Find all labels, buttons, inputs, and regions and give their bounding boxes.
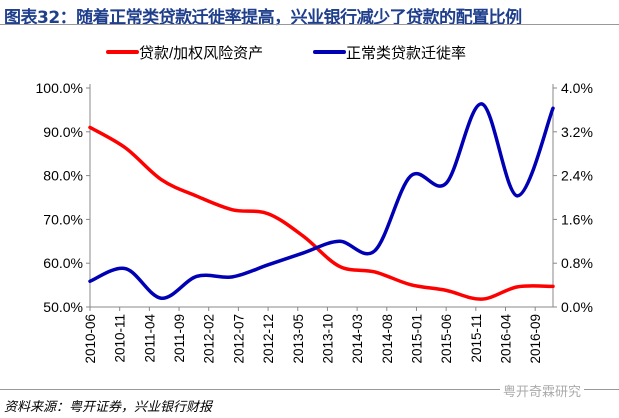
- x-tick-label: 2010-11: [113, 314, 128, 363]
- footer-divider: [0, 389, 619, 390]
- x-tick-label: 2011-09: [172, 314, 187, 363]
- x-tick-label: 2011-04: [142, 314, 157, 363]
- x-tick-label: 2014-03: [350, 314, 365, 364]
- x-tick-label: 2015-06: [439, 314, 454, 364]
- watermark: 粤开奇霖研究: [500, 381, 585, 400]
- legend-label-2: 正常类贷款迁徙率: [346, 45, 466, 62]
- x-tick-label: 2013-10: [320, 314, 335, 364]
- left-tick-label: 50.0%: [43, 299, 83, 315]
- left-tick-label: 100.0%: [36, 80, 83, 96]
- series-line-1: [88, 125, 555, 301]
- source-note: 资料来源：粤开证券，兴业银行财报: [4, 400, 213, 415]
- right-tick-label: 0.0%: [561, 299, 593, 315]
- x-tick-label: 2015-01: [409, 314, 424, 364]
- x-tick-label: 2012-12: [261, 314, 276, 364]
- left-tick-label: 70.0%: [43, 211, 83, 227]
- series-line-2: [88, 102, 555, 300]
- legend-label-1: 贷款/加权风险资产: [139, 45, 263, 62]
- x-tick-label: 2016-04: [499, 314, 514, 364]
- left-tick-label: 60.0%: [43, 255, 83, 271]
- x-tick-label: 2010-06: [83, 314, 98, 364]
- x-tick-label: 2012-02: [202, 314, 217, 364]
- chart-title: 图表32：随着正常类贷款迁徙率提高，兴业银行减少了贷款的配置比例: [4, 8, 522, 28]
- x-tick-label: 2016-09: [528, 314, 543, 364]
- right-tick-label: 4.0%: [561, 80, 593, 96]
- left-tick-label: 80.0%: [43, 168, 83, 184]
- right-tick-label: 3.2%: [561, 124, 593, 140]
- x-tick-label: 2012-07: [231, 314, 246, 364]
- x-tick-label: 2013-05: [291, 314, 306, 364]
- right-tick-label: 0.8%: [561, 255, 593, 271]
- right-tick-label: 2.4%: [561, 168, 593, 184]
- x-tick-label: 2015-11: [469, 314, 484, 363]
- x-tick-label: 2014-08: [380, 314, 395, 364]
- right-tick-label: 1.6%: [561, 211, 593, 227]
- left-tick-label: 90.0%: [43, 124, 83, 140]
- title-divider: [0, 24, 619, 25]
